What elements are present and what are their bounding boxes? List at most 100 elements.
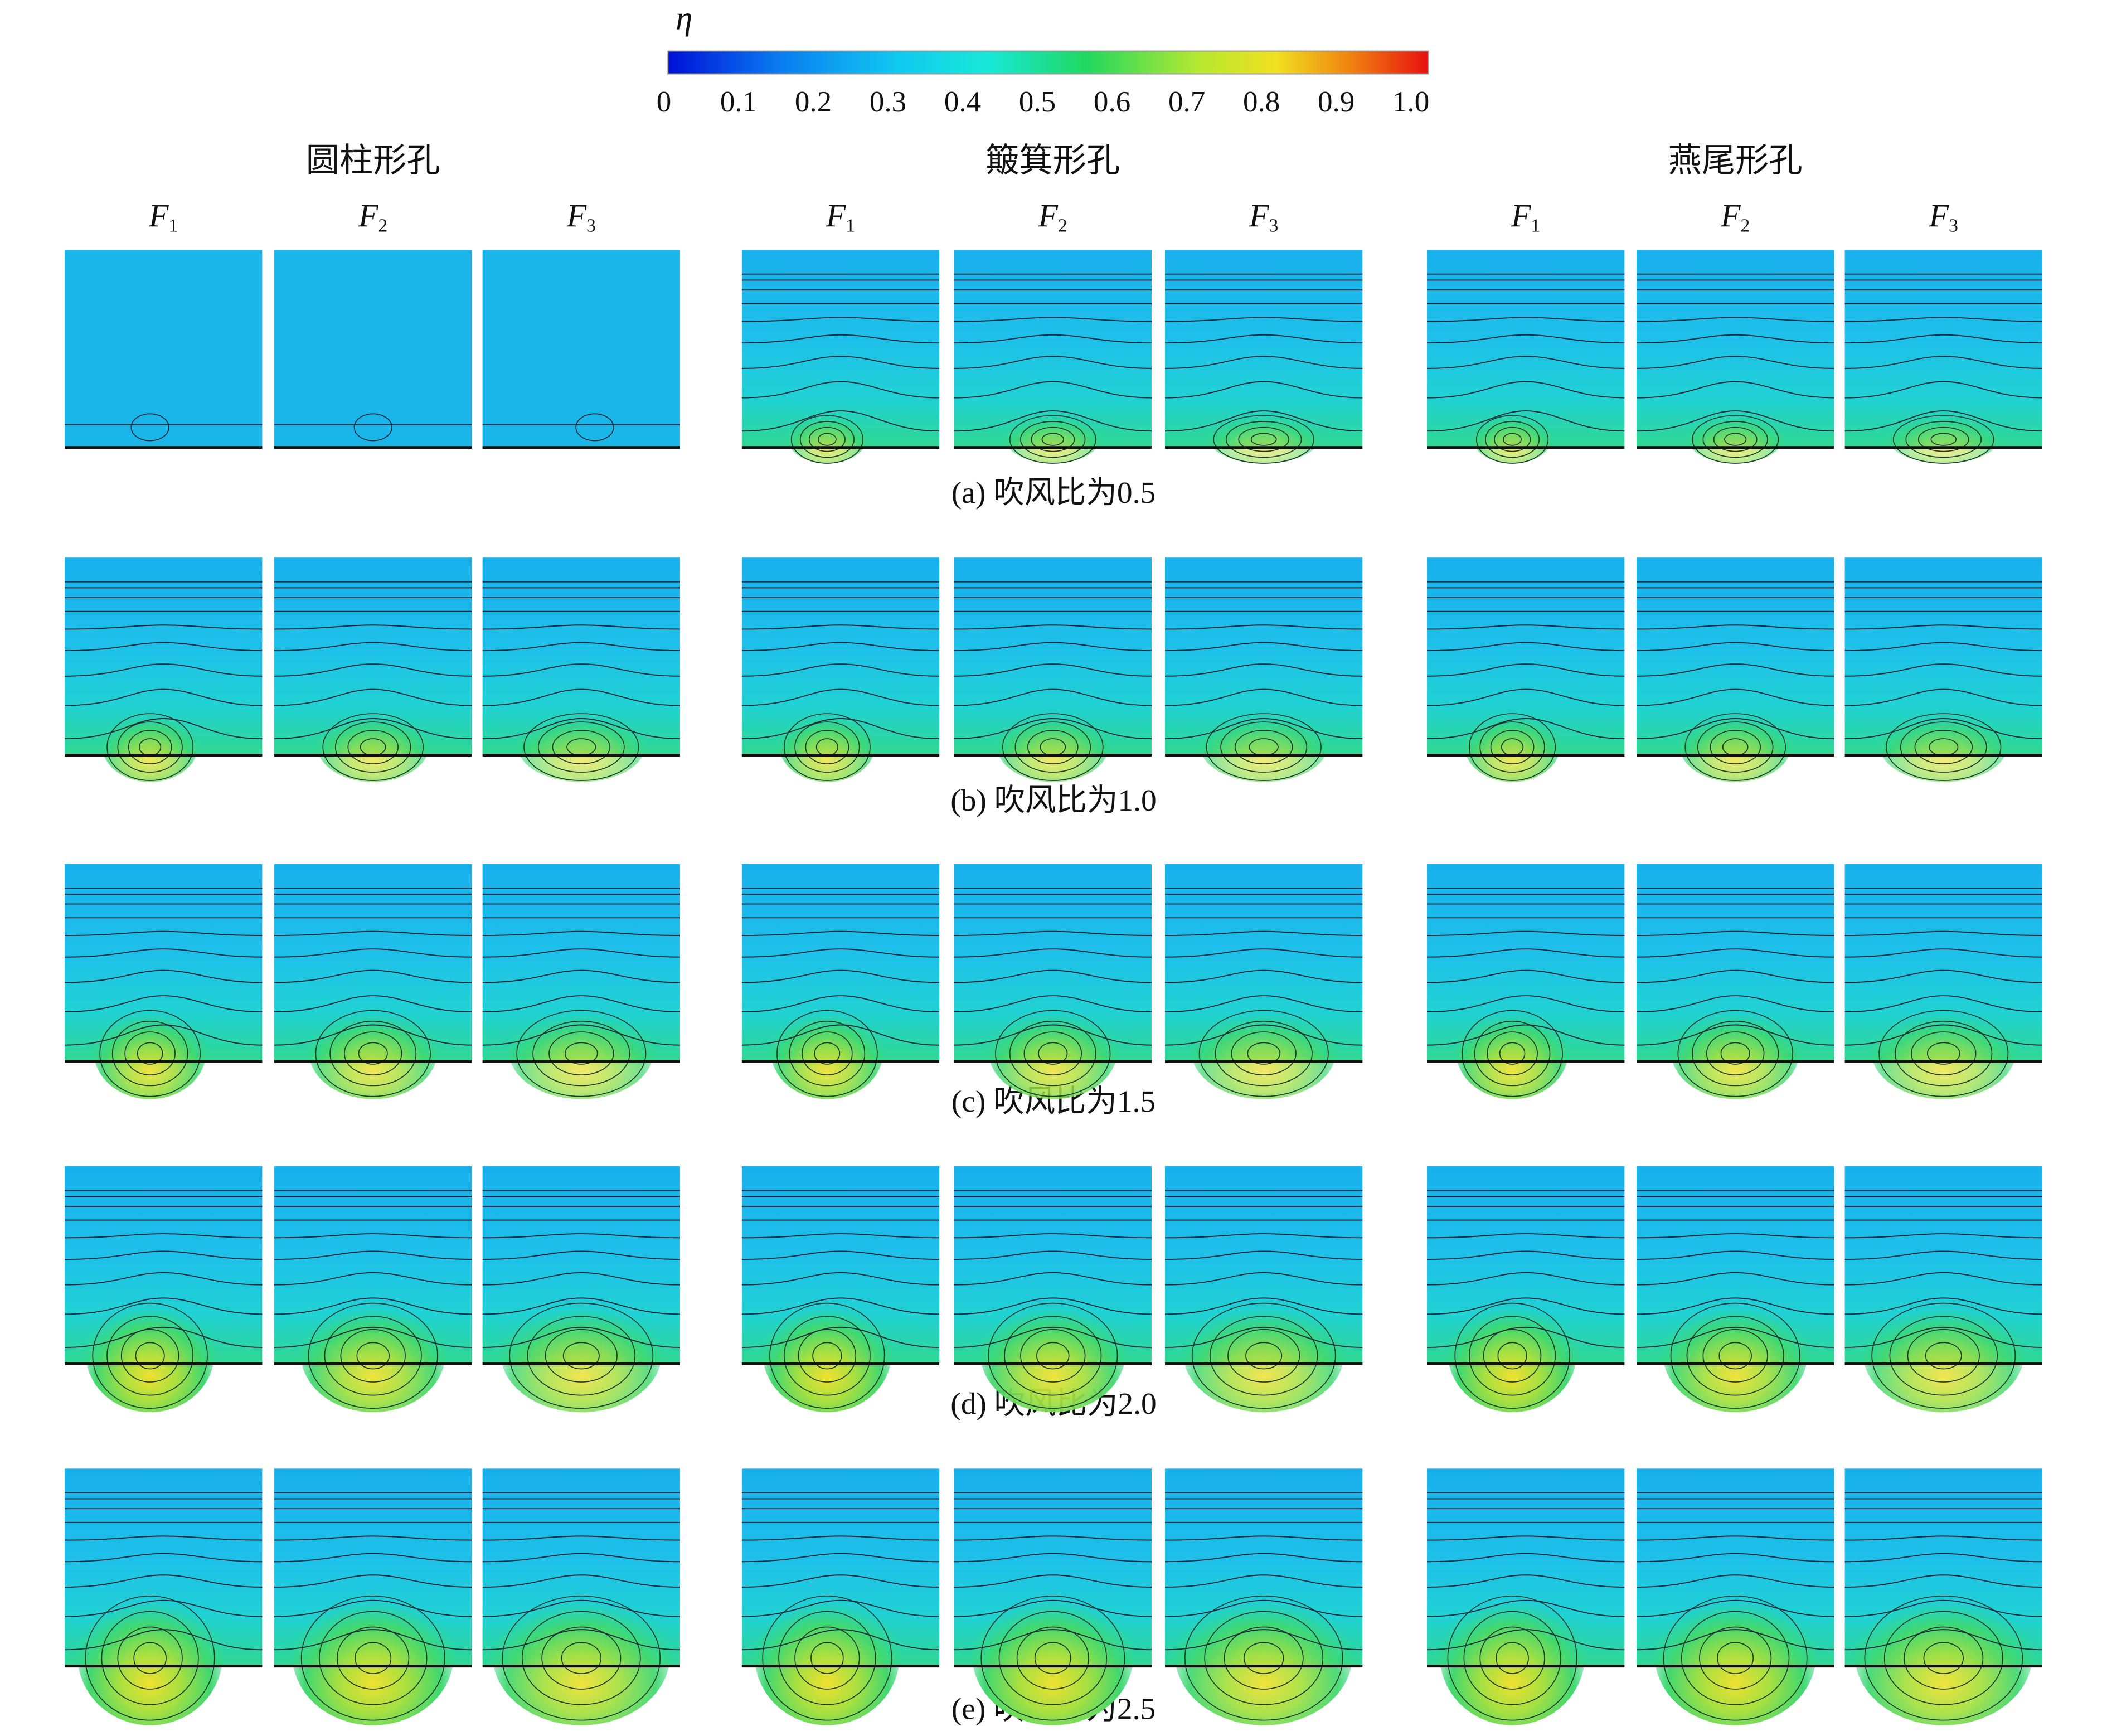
contour-line [1427,1599,1625,1617]
contour-line [1637,381,1834,399]
group-title: 簸箕形孔 [985,142,1120,180]
hot-spot [1175,1585,1353,1725]
contour-panel [274,557,472,782]
row-caption: (a) 吹风比为0.5 [951,476,1156,510]
contour-line [954,1599,1152,1617]
contour-line [954,356,1152,369]
contour-line [65,1272,263,1286]
contour-panel [741,864,940,1099]
contour-line [741,642,940,652]
contour-line [954,718,1152,740]
contour-line [482,642,680,652]
contour-line [1165,356,1363,369]
contour-ring [355,1642,392,1674]
contour-line [741,948,940,958]
colorbar-tick-label: 0.5 [1019,86,1056,118]
contour-panel [274,1468,472,1725]
contour-line [741,410,940,432]
hot-spot [1687,410,1784,464]
contour-line [954,1297,1152,1315]
contour-line [65,1553,263,1563]
contour-line [65,1233,263,1239]
colorbar-tick-label: 0.1 [720,86,757,118]
contour-line [1427,1024,1625,1046]
contour-ring [1895,1020,1993,1087]
contour-ring [353,413,392,442]
contour-panel [65,1468,263,1725]
contour-ring [1215,1020,1313,1087]
colorbar-tick-label: 0.8 [1243,86,1280,118]
contour-ring [106,713,194,781]
contour-line [1844,1574,2042,1588]
contour-line [482,1297,680,1315]
panel-label: F3 [1249,197,1278,236]
contour-ring [318,1611,428,1705]
contour-line [954,1233,1152,1239]
contour-panel [1427,1166,1625,1413]
contour-ring [1692,1020,1779,1087]
contour-line [274,624,472,630]
contour-line [65,1574,263,1588]
contour-ring [1720,1042,1750,1065]
hot-spot [1004,410,1101,464]
contour-ring [106,1316,194,1396]
contour-line [954,1250,1152,1260]
contour-panel [1637,250,1834,464]
contour-ring [802,1031,853,1076]
group-title: 燕尾形孔 [1668,142,1803,180]
contour-line [741,381,940,399]
contour-ring [1231,1031,1297,1076]
contour-ring [1905,421,1982,458]
contour-line [1165,410,1363,432]
contour-ring [347,730,399,764]
contour-ring [1238,426,1290,452]
contour-line [1165,930,1363,936]
contour-line [741,688,940,706]
contour-line [1844,642,2042,652]
contour-ring [1009,415,1096,464]
contour-ring [1225,421,1302,458]
contour-line [1165,624,1363,630]
panel-letter: F [1249,197,1269,234]
hot-spot [779,706,876,782]
hot-spot [1448,1294,1577,1413]
hot-spot [1464,706,1561,782]
contour-line [1165,1233,1363,1239]
contour-ring [1020,1328,1086,1383]
contour-line [1844,1272,2042,1286]
contour-line [274,1250,472,1260]
contour-line [1165,688,1363,706]
contour-panel [1637,1166,1834,1413]
contour-line [482,718,680,740]
contour-ring [1247,1042,1280,1065]
contour-line [1637,642,1834,652]
contour-line [274,642,472,652]
contour-line [1637,356,1834,369]
contour-line [274,948,472,958]
contour-line [1427,663,1625,677]
contour-ring [124,1031,176,1076]
contour-ring [1474,1020,1551,1087]
panel-label: F1 [148,197,178,236]
contour-line [1637,410,1834,432]
contour-line [954,1272,1152,1286]
contour-panel [1637,864,1834,1099]
contour-line [1427,1272,1625,1286]
contour-line [741,1326,940,1348]
contour-ring [1479,721,1545,773]
contour-ring [1927,1042,1960,1065]
contour-line [741,1629,940,1651]
contour-line [1844,410,2042,432]
contour-ring [502,1595,661,1721]
contour-line [954,1535,1152,1541]
contour-line [741,930,940,936]
contour-ring [814,1042,841,1065]
contour-line [1165,642,1363,652]
hot-spot [292,1585,454,1725]
panel-letter: F [1511,197,1531,234]
contour-line [1844,688,2042,706]
contour-line [1844,1535,2042,1541]
panel-subscript: 3 [1949,215,1958,236]
panel-letter: F [1929,197,1949,234]
